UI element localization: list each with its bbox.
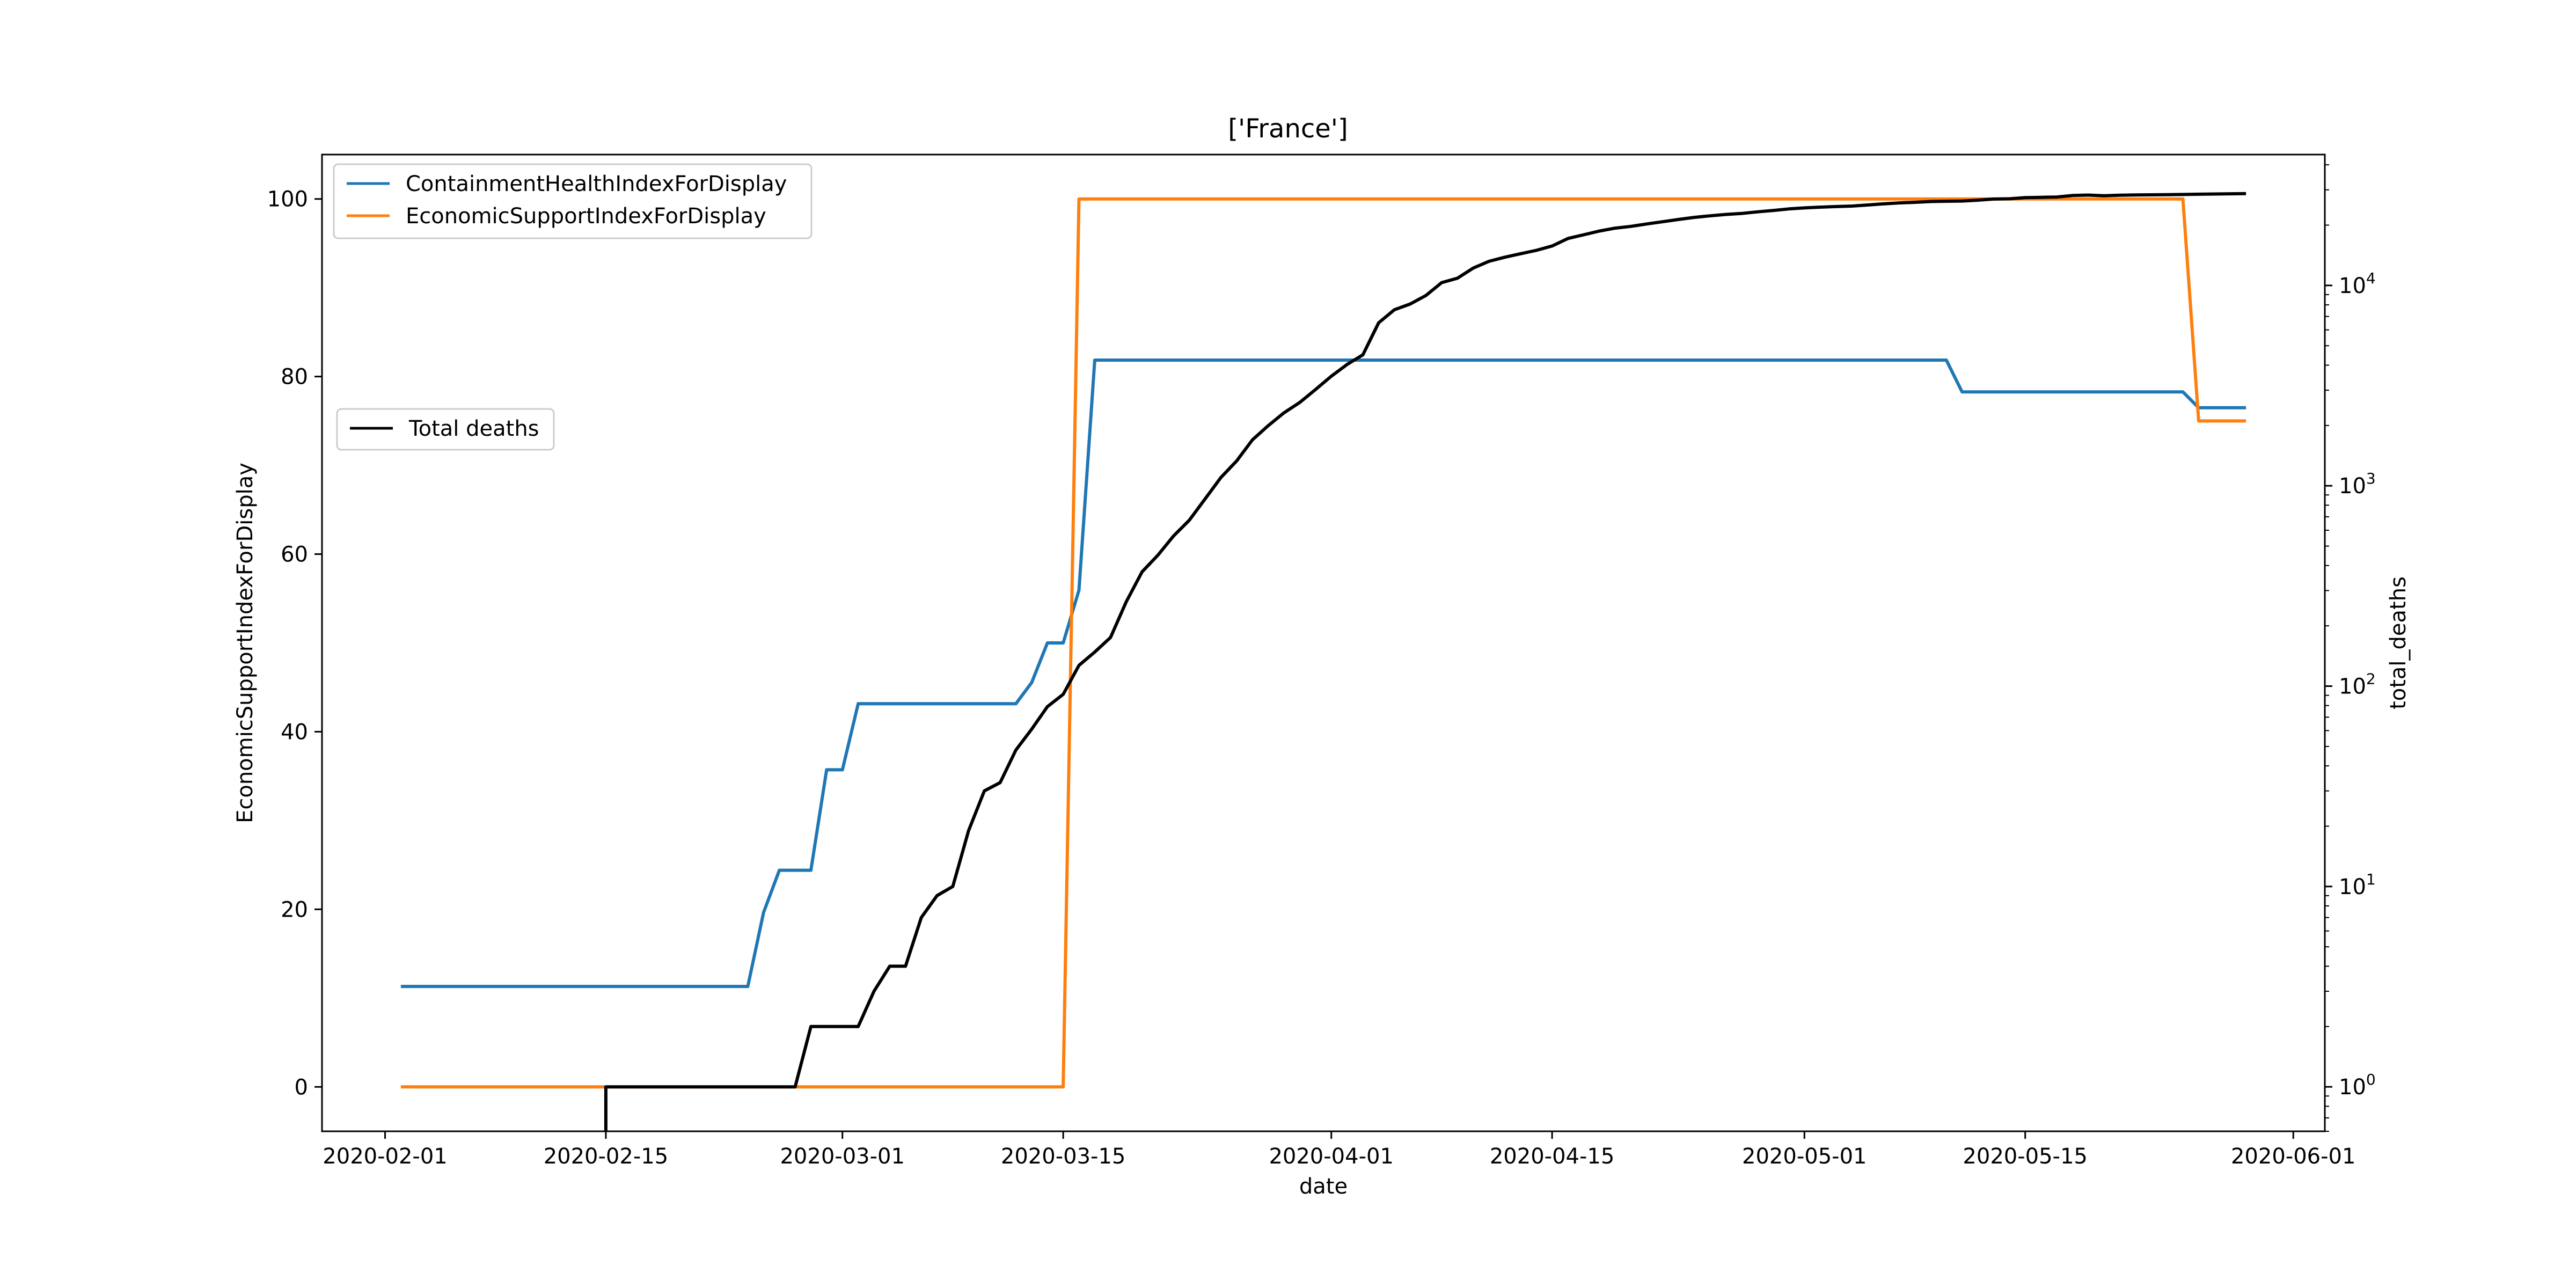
y-tick-label: 60 [281, 543, 308, 567]
x-tick-label: 2020-03-15 [1001, 1144, 1125, 1169]
y-tick-label: 0 [295, 1075, 308, 1100]
y-tick-label: 80 [281, 365, 308, 390]
legend-label-deaths: Total deaths [408, 416, 539, 441]
y2-tick-label: 104 [2339, 269, 2376, 298]
y-axis-label: EconomicSupportIndexForDisplay [233, 463, 258, 823]
y2-axis-label: total_deaths [2386, 576, 2411, 709]
legend-indices-box [333, 163, 813, 239]
y2-axis-ticks: 100 101 102 103 104 [2325, 164, 2376, 1132]
y2-tick-label: 101 [2339, 870, 2376, 899]
y2-tick-label: 103 [2339, 470, 2376, 499]
y2-tick-label: 102 [2339, 670, 2376, 699]
series-line-economic [400, 197, 2246, 1089]
x-tick-label: 2020-03-01 [780, 1144, 904, 1169]
legend-label-containment: ContainmentHealthIndexForDisplay [406, 172, 787, 196]
y2-tick-label: 100 [2339, 1071, 2376, 1100]
series-line-containment [400, 358, 2246, 989]
x-tick-label: 2020-02-15 [544, 1144, 668, 1169]
x-tick-label: 2020-04-01 [1269, 1144, 1393, 1169]
x-tick-label: 2020-05-15 [1963, 1144, 2087, 1169]
y-axis-ticks: 0 20 40 60 80 100 [267, 187, 322, 1100]
x-tick-label: 2020-05-01 [1742, 1144, 1867, 1169]
y-tick-label: 100 [267, 187, 308, 212]
series-layer [400, 192, 2246, 1131]
legend-deaths: Total deaths [336, 408, 555, 451]
legend-deaths-box [336, 408, 555, 451]
chart-title: ['France'] [1228, 114, 1348, 144]
x-axis-label: date [1299, 1174, 1348, 1199]
y-tick-label: 20 [281, 897, 308, 922]
legend-indices: ContainmentHealthIndexForDisplay Economi… [333, 163, 813, 239]
x-axis-ticks: 2020-02-01 2020-02-15 2020-03-01 2020-03-15… [323, 1131, 2355, 1169]
x-tick-label: 2020-04-15 [1490, 1144, 1614, 1169]
x-tick-label: 2020-06-01 [2231, 1144, 2355, 1169]
y-tick-label: 40 [281, 720, 308, 744]
series-line-total-deaths [604, 192, 2246, 1131]
legend-label-economic: EconomicSupportIndexForDisplay [406, 204, 766, 229]
plot-frame [321, 153, 2326, 1132]
x-tick-label: 2020-02-01 [323, 1144, 447, 1169]
